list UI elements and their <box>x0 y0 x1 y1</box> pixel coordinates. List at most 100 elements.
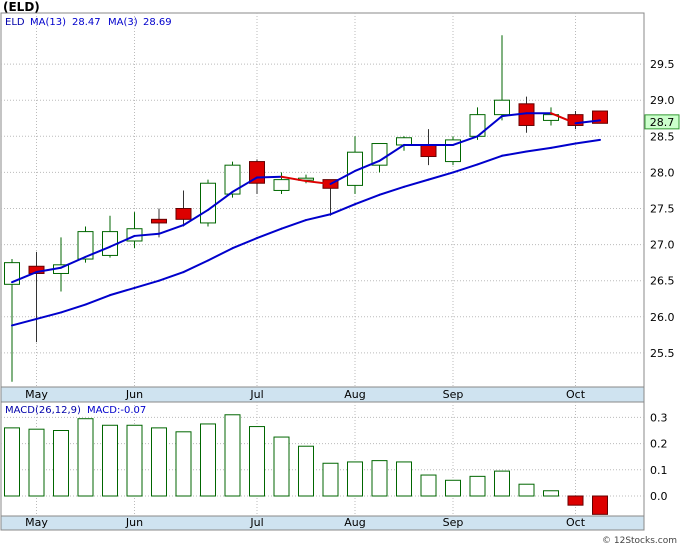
legend-ma3-label: MA(3) <box>108 17 138 28</box>
ma3-line-segment <box>60 255 87 269</box>
macd-bar-positive <box>396 461 412 497</box>
ma13-line-segment <box>256 227 283 240</box>
price-y-tick-label: 28.5 <box>650 130 675 143</box>
candle <box>4 259 20 382</box>
macd-bar-positive <box>53 430 69 497</box>
macd-bar-positive <box>249 426 265 497</box>
candle <box>347 136 363 195</box>
ma13-line-segment <box>354 193 381 206</box>
ma13-line-segment <box>378 185 405 196</box>
macd-bar-positive <box>518 483 535 497</box>
ma13-line-segment <box>305 213 332 222</box>
price-y-tick-label: 27.0 <box>650 239 675 252</box>
ma3-line-segment <box>231 176 258 193</box>
macd-bar-negative <box>567 495 584 506</box>
candle <box>469 107 486 140</box>
ma3-line-segment <box>280 175 307 183</box>
price-x-tick-label: Aug <box>344 388 365 401</box>
ma3-line-segment <box>574 119 601 125</box>
price-panel <box>0 12 645 388</box>
candle-body-up <box>77 231 94 260</box>
macd-bar-positive <box>151 427 167 497</box>
price-y-tick-label: 29.5 <box>650 58 675 71</box>
macd-bar-positive <box>77 418 94 497</box>
macd-y-tick-label: 0.1 <box>650 464 668 477</box>
ma3-line-segment <box>329 169 356 185</box>
ma13-line-segment <box>109 286 136 297</box>
ma13-line-segment <box>133 279 160 289</box>
legend-ma3-value: 28.69 <box>143 17 172 28</box>
legend-macd-label: MACD(26,12,9) <box>5 405 81 416</box>
ma13-line-segment <box>11 317 38 327</box>
macd-x-tick-label: Aug <box>344 516 365 529</box>
price-date-axis-strip <box>0 386 645 403</box>
macd-bar-positive <box>298 445 314 497</box>
candle-body-down <box>151 218 167 224</box>
macd-bar-positive <box>445 479 461 497</box>
price-x-tick-label: Oct <box>566 388 586 401</box>
ma3-line-segment <box>84 245 111 258</box>
candle <box>543 107 559 126</box>
ma13-line-segment <box>403 178 430 188</box>
watermark: © 12Stocks.com <box>602 536 677 546</box>
candle-body-up <box>371 143 388 166</box>
macd-bar-negative <box>592 495 608 515</box>
ma3-line-segment <box>305 180 332 185</box>
ma13-line-segment <box>427 171 454 181</box>
macd-bar-positive <box>371 460 388 497</box>
candle <box>518 96 535 133</box>
macd-x-tick-label: Jul <box>249 516 263 529</box>
macd-bar-positive <box>469 475 486 497</box>
macd-bar-positive <box>224 414 241 497</box>
ma3-line-segment <box>109 234 136 248</box>
price-y-tick-label: 29.0 <box>650 94 675 107</box>
macd-bar-positive <box>543 490 559 497</box>
macd-y-tick-label: 0.3 <box>650 411 668 424</box>
price-y-tick-label: 25.5 <box>650 347 675 360</box>
legend-symbol: ELD <box>5 17 25 28</box>
ma3-line-segment <box>35 266 62 274</box>
price-x-tick-label: Sep <box>443 388 464 401</box>
ticker-title: (ELD) <box>3 0 40 14</box>
ma13-line-segment <box>476 154 503 166</box>
price-x-tick-label: Jun <box>125 388 143 401</box>
macd-bar-positive <box>28 428 45 497</box>
macd-y-tick-label: 0.0 <box>650 490 668 503</box>
candle-body-up <box>200 182 216 224</box>
macd-bar-positive <box>4 427 20 497</box>
ma3-line-segment <box>11 271 38 284</box>
price-y-tick-label: 26.5 <box>650 275 675 288</box>
ma3-line-segment <box>452 135 479 146</box>
candle-body-up <box>543 114 559 121</box>
price-y-tick-label: 27.5 <box>650 203 675 216</box>
last-price-tag-text: 28.7 <box>650 116 675 129</box>
candle <box>200 179 216 227</box>
macd-bar-positive <box>322 462 339 497</box>
ma3-line-segment <box>378 143 405 162</box>
ma13-line-segment <box>525 146 552 153</box>
macd-bar-positive <box>494 470 510 497</box>
macd-bar-positive <box>175 431 192 497</box>
macd-bar-positive <box>200 423 216 497</box>
ma3-line-segment <box>476 115 503 138</box>
candle <box>151 208 167 238</box>
macd-bar-positive <box>126 424 143 497</box>
candle-body-up <box>224 164 241 195</box>
ma13-line-segment <box>207 247 234 262</box>
ma3-line-segment <box>207 190 234 211</box>
candle-body-up <box>494 99 510 116</box>
ma3-line-segment <box>501 112 528 118</box>
macd-x-tick-label: Sep <box>443 516 464 529</box>
candle-body-up <box>4 262 20 285</box>
price-x-tick-label: Jul <box>249 388 263 401</box>
candle <box>445 136 461 166</box>
candle <box>102 215 118 258</box>
ma13-line-segment <box>231 237 258 250</box>
legend-macd-value: MACD:-0.07 <box>87 405 146 416</box>
ma3-line-segment <box>158 224 185 235</box>
ma13-line-segment <box>182 259 209 274</box>
macd-y-tick-label: 0.2 <box>650 438 668 451</box>
macd-bar-positive <box>102 424 118 497</box>
macd-x-tick-label: May <box>25 516 48 529</box>
